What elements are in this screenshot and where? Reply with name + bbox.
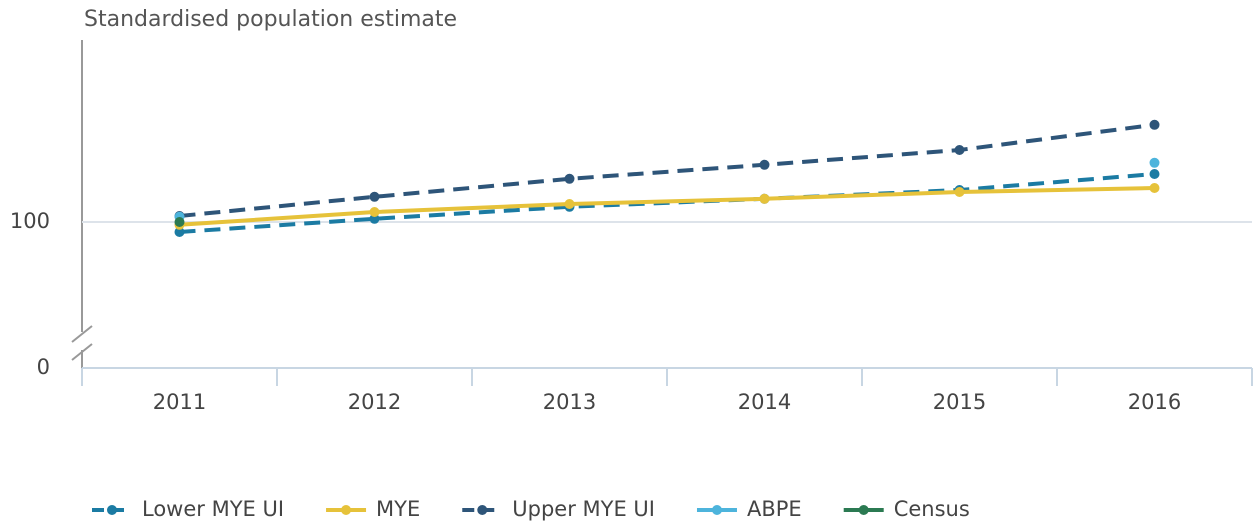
y-axis-label: Standardised population estimate: [84, 7, 457, 32]
data-point: [1149, 183, 1160, 193]
legend-label: Census: [894, 497, 970, 521]
legend-marker: [858, 505, 869, 515]
legend-label: Upper MYE UI: [512, 497, 655, 521]
legend-marker: [341, 505, 352, 515]
series-line: [179, 122, 1155, 218]
data-point: [564, 199, 575, 209]
axis-break: [71, 343, 93, 361]
data-point: [954, 145, 965, 155]
legend-marker: [477, 505, 488, 515]
data-point: [564, 173, 575, 184]
axis-break: [71, 325, 93, 343]
legend-label: ABPE: [747, 497, 802, 521]
data-point: [954, 187, 965, 197]
data-point: [1149, 119, 1160, 130]
data-point: [759, 193, 770, 204]
data-point: [174, 227, 185, 237]
x-tick-label: 2016: [1128, 390, 1181, 414]
x-tick-label: 2015: [933, 390, 986, 414]
legend-marker: [711, 505, 722, 515]
y-tick-label: 100: [10, 209, 50, 233]
data-point: [1149, 157, 1160, 168]
legend-marker: [107, 505, 117, 515]
x-tick-label: 2012: [348, 390, 401, 414]
data-point: [1149, 169, 1160, 179]
legend-label: MYE: [376, 497, 420, 521]
series-line: [179, 186, 1155, 227]
data-point: [369, 191, 380, 202]
data-point: [174, 217, 185, 227]
legend-label: Lower MYE UI: [142, 497, 284, 521]
y-tick-label: 0: [37, 355, 50, 379]
data-point: [759, 159, 770, 170]
x-tick-label: 2011: [153, 390, 206, 414]
data-point: [369, 207, 380, 217]
x-tick-label: 2013: [543, 390, 596, 414]
x-tick-label: 2014: [738, 390, 791, 414]
